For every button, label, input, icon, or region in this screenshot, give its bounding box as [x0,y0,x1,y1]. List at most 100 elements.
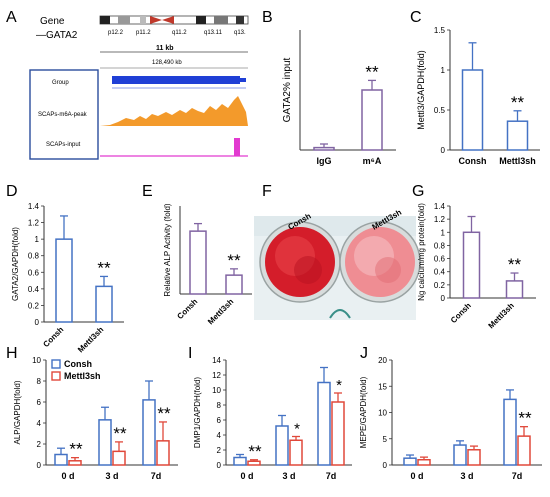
bar [95,285,113,323]
panel-letter-b: B [262,9,273,26]
y-tick-label: 20 [378,356,387,365]
bar [55,238,73,323]
x-tick-label: Consh [459,156,487,166]
x-tick-label: Mettl3sh [76,325,105,354]
panel-letter-g: G [412,183,424,200]
panel-letter-a: A [6,9,17,26]
bar [98,419,112,466]
y-tick-label: 0.6 [28,268,40,277]
y-tick-label: 8 [217,401,222,410]
band-label: p12.2 [108,30,124,36]
m6a-peak-track [100,96,248,126]
significance-marker: * [294,421,300,438]
gene-label: Gene [40,16,65,27]
scale-label: 11 kb [156,45,174,52]
y-tick-label: 0 [441,294,446,303]
y-tick-label: 12 [212,371,221,380]
x-tick-label: 3 d [105,471,118,481]
y-tick-label: 0 [441,146,446,155]
y-axis-label: GATA2% input [282,57,293,122]
significance-marker: ** [518,409,532,428]
y-axis-label: Mettl3/GAPDH(fold) [416,50,426,130]
y-tick-label: 10 [212,386,221,395]
y-tick-label: 1.2 [28,219,40,228]
y-tick-label: 1 [35,235,40,244]
bar [317,381,331,466]
chart-panel-c: 0 0.5 1 1.5 Mettl3/GAPDH(fold) Consh Mettl3sh *… [416,26,540,166]
bar [505,280,524,299]
x-tick-label: 3 d [460,471,473,481]
bar [225,274,243,295]
panel-letter-i: I [188,345,192,362]
bar [461,69,484,151]
chart-panel-g: 0 0.2 0.4 0.6 0.8 1 1.2 1.4 Ng calcium/mg protei… [417,202,536,330]
significance-marker: ** [227,251,241,270]
x-tick-label: 0 d [410,471,423,481]
y-tick-label: 1.4 [28,202,40,211]
band-label: p11.2 [136,30,151,36]
x-tick-label: 3 d [282,471,295,481]
y-tick-label: 0.4 [28,285,40,294]
y-tick-label: 4 [217,431,222,440]
significance-marker: * [336,377,342,394]
y-tick-label: 1.2 [434,215,446,224]
track-label: SCAPs-m6A-peak [38,112,88,118]
y-tick-label: 0.4 [434,268,446,277]
y-tick-label: 0 [383,461,388,470]
bar [142,399,156,466]
bar [453,444,467,466]
chart-panel-i: 0 2 4 6 8 10 12 14 DMP1/GAPDH(fold) 0 d ** 3 d * 7d * [193,356,352,481]
significance-marker: ** [248,442,262,461]
y-tick-label: 2 [217,446,222,455]
x-tick-label: Mettl3sh [206,297,235,326]
x-tick-label: 7d [512,471,523,481]
y-tick-label: 6 [37,398,42,407]
x-tick-label: m⁶A [363,156,382,166]
y-tick-label: 0.2 [434,281,446,290]
bar [313,146,335,151]
band-label: q11.2 [172,30,187,36]
x-tick-label: Consh [449,301,473,325]
chart-panel-e: Relative ALP Activity (fold)Consh Mettl3s… [163,203,252,326]
y-axis-label: ALP/GAPDH(fold) [13,380,22,444]
y-tick-label: 1 [441,66,446,75]
bar [189,230,207,295]
bar [68,460,82,466]
y-tick-label: 6 [217,416,222,425]
x-tick-label: IgG [317,156,332,166]
alizarin-red-stain-photo: Consh Mettl3sh [254,208,421,320]
gene-name: —GATA2 [36,30,78,41]
significance-marker: ** [97,258,111,277]
significance-marker: ** [69,440,83,459]
y-tick-label: 0.8 [28,252,40,261]
x-tick-label: Mettl3sh [487,301,516,330]
y-axis-label: MEPE/GAPDH(fold) [359,376,368,448]
x-tick-label: 0 d [240,471,253,481]
significance-marker: ** [113,424,127,443]
bar [156,440,170,466]
x-tick-label: 7d [151,471,162,481]
x-tick-label: Consh [175,297,199,321]
chart-panel-j: 0 5 10 15 20 MEPE/GAPDH(fold) 0 d 3 d 7d ** [359,356,542,481]
y-tick-label: 8 [37,377,42,386]
legend-swatch [51,371,61,381]
bar [417,459,431,466]
y-axis-label: GATA2/GAPDH(fold) [11,227,20,301]
bar [403,457,417,466]
y-tick-label: 10 [378,409,387,418]
bar [467,449,481,466]
track-label-box [29,69,99,160]
panel-letter-c: C [410,9,422,26]
y-tick-label: 0 [217,461,222,470]
y-tick-label: 0.6 [434,255,446,264]
x-tick-label: Consh [41,325,65,349]
bar [112,450,126,466]
x-tick-label: Mettl3sh [499,156,536,166]
bar [247,460,261,466]
y-tick-label: 10 [32,356,41,365]
track-label: Group [52,80,69,86]
panel-letter-e: E [142,183,153,200]
y-tick-label: 1.5 [434,26,446,35]
y-tick-label: 0 [35,318,40,327]
